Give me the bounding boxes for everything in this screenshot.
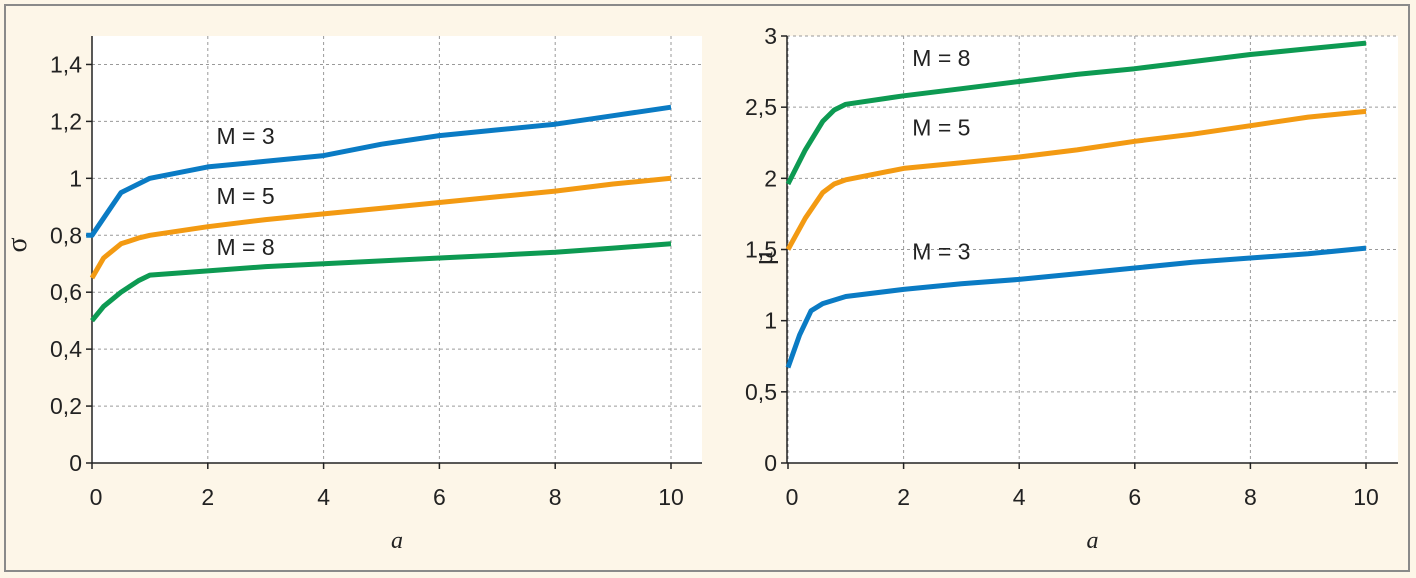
chart-1-y-tick-label-3: 0,6 — [50, 279, 82, 305]
chart-2-y-tick-label-1: 0,5 — [745, 379, 777, 405]
chart-1-y-tick-label-7: 1,4 — [50, 51, 82, 77]
chart-2-x-tick-label-2: 4 — [1013, 484, 1026, 510]
chart-2-x-tick-label-4: 8 — [1244, 484, 1257, 510]
chart-2-series-annotation-2: M = 5 — [912, 115, 970, 141]
chart-1-x-tick-label-1: 2 — [201, 484, 214, 510]
chart-1-y-tick-label-0: 0 — [69, 450, 82, 476]
chart-2-y-tick-label-4: 2 — [764, 165, 777, 191]
chart-1-x-tick-label-0: 0 — [90, 484, 103, 510]
chart-2-x-tick-label-0: 0 — [786, 484, 799, 510]
chart-2-plot-area — [787, 36, 1398, 463]
chart-1-series-annotation-1: M = 3 — [216, 123, 274, 149]
chart-2-y-axis-label: μ — [748, 250, 779, 265]
chart-2-series-line-2 — [785, 108, 1367, 251]
chart-1-y-axis-label: σ — [2, 237, 33, 252]
chart-2-y-tick-label-3: 1,5 — [745, 237, 777, 263]
chart-2-series-line-1 — [785, 40, 1367, 186]
chart-1-series-line-1 — [86, 104, 672, 238]
chart-2-series-annotation-1: M = 8 — [912, 45, 970, 71]
chart-1-x-tick-label-5: 10 — [658, 484, 684, 510]
chart-2-series-line-3 — [785, 245, 1367, 369]
chart-1-series-annotation-2: M = 5 — [216, 183, 274, 209]
chart-2-x-tick-label-3: 6 — [1128, 484, 1141, 510]
chart-1-y-tick-label-6: 1,2 — [50, 108, 82, 134]
chart-1-y-tick-label-5: 1 — [69, 165, 82, 191]
chart-2-y-tick-label-5: 2,5 — [745, 94, 777, 120]
chart-1-series-annotation-3: M = 8 — [216, 234, 274, 260]
chart-1-y-tick-label-4: 0,8 — [50, 222, 82, 248]
chart-2-y-tick-label-0: 0 — [764, 450, 777, 476]
chart-1-x-tick-label-2: 4 — [317, 484, 330, 510]
chart-1-y-tick-label-2: 0,4 — [50, 336, 82, 362]
chart-2-x-tick-label-1: 2 — [897, 484, 910, 510]
chart-1-series-line-3 — [90, 241, 672, 323]
chart-2-x-tick-label-5: 10 — [1353, 484, 1379, 510]
chart-1-series-line-2 — [89, 175, 672, 280]
chart-2-x-axis-label: a — [1087, 528, 1099, 554]
chart-2-series-annotation-3: M = 3 — [912, 238, 970, 264]
chart-1-y-tick-label-1: 0,2 — [50, 393, 82, 419]
chart-1-x-tick-label-3: 6 — [433, 484, 446, 510]
chart-2-y-tick-label-6: 3 — [764, 23, 777, 49]
chart-1-x-axis-label: a — [391, 528, 403, 554]
chart-1-x-tick-label-4: 8 — [549, 484, 562, 510]
chart-2-y-tick-label-2: 1 — [764, 308, 777, 334]
